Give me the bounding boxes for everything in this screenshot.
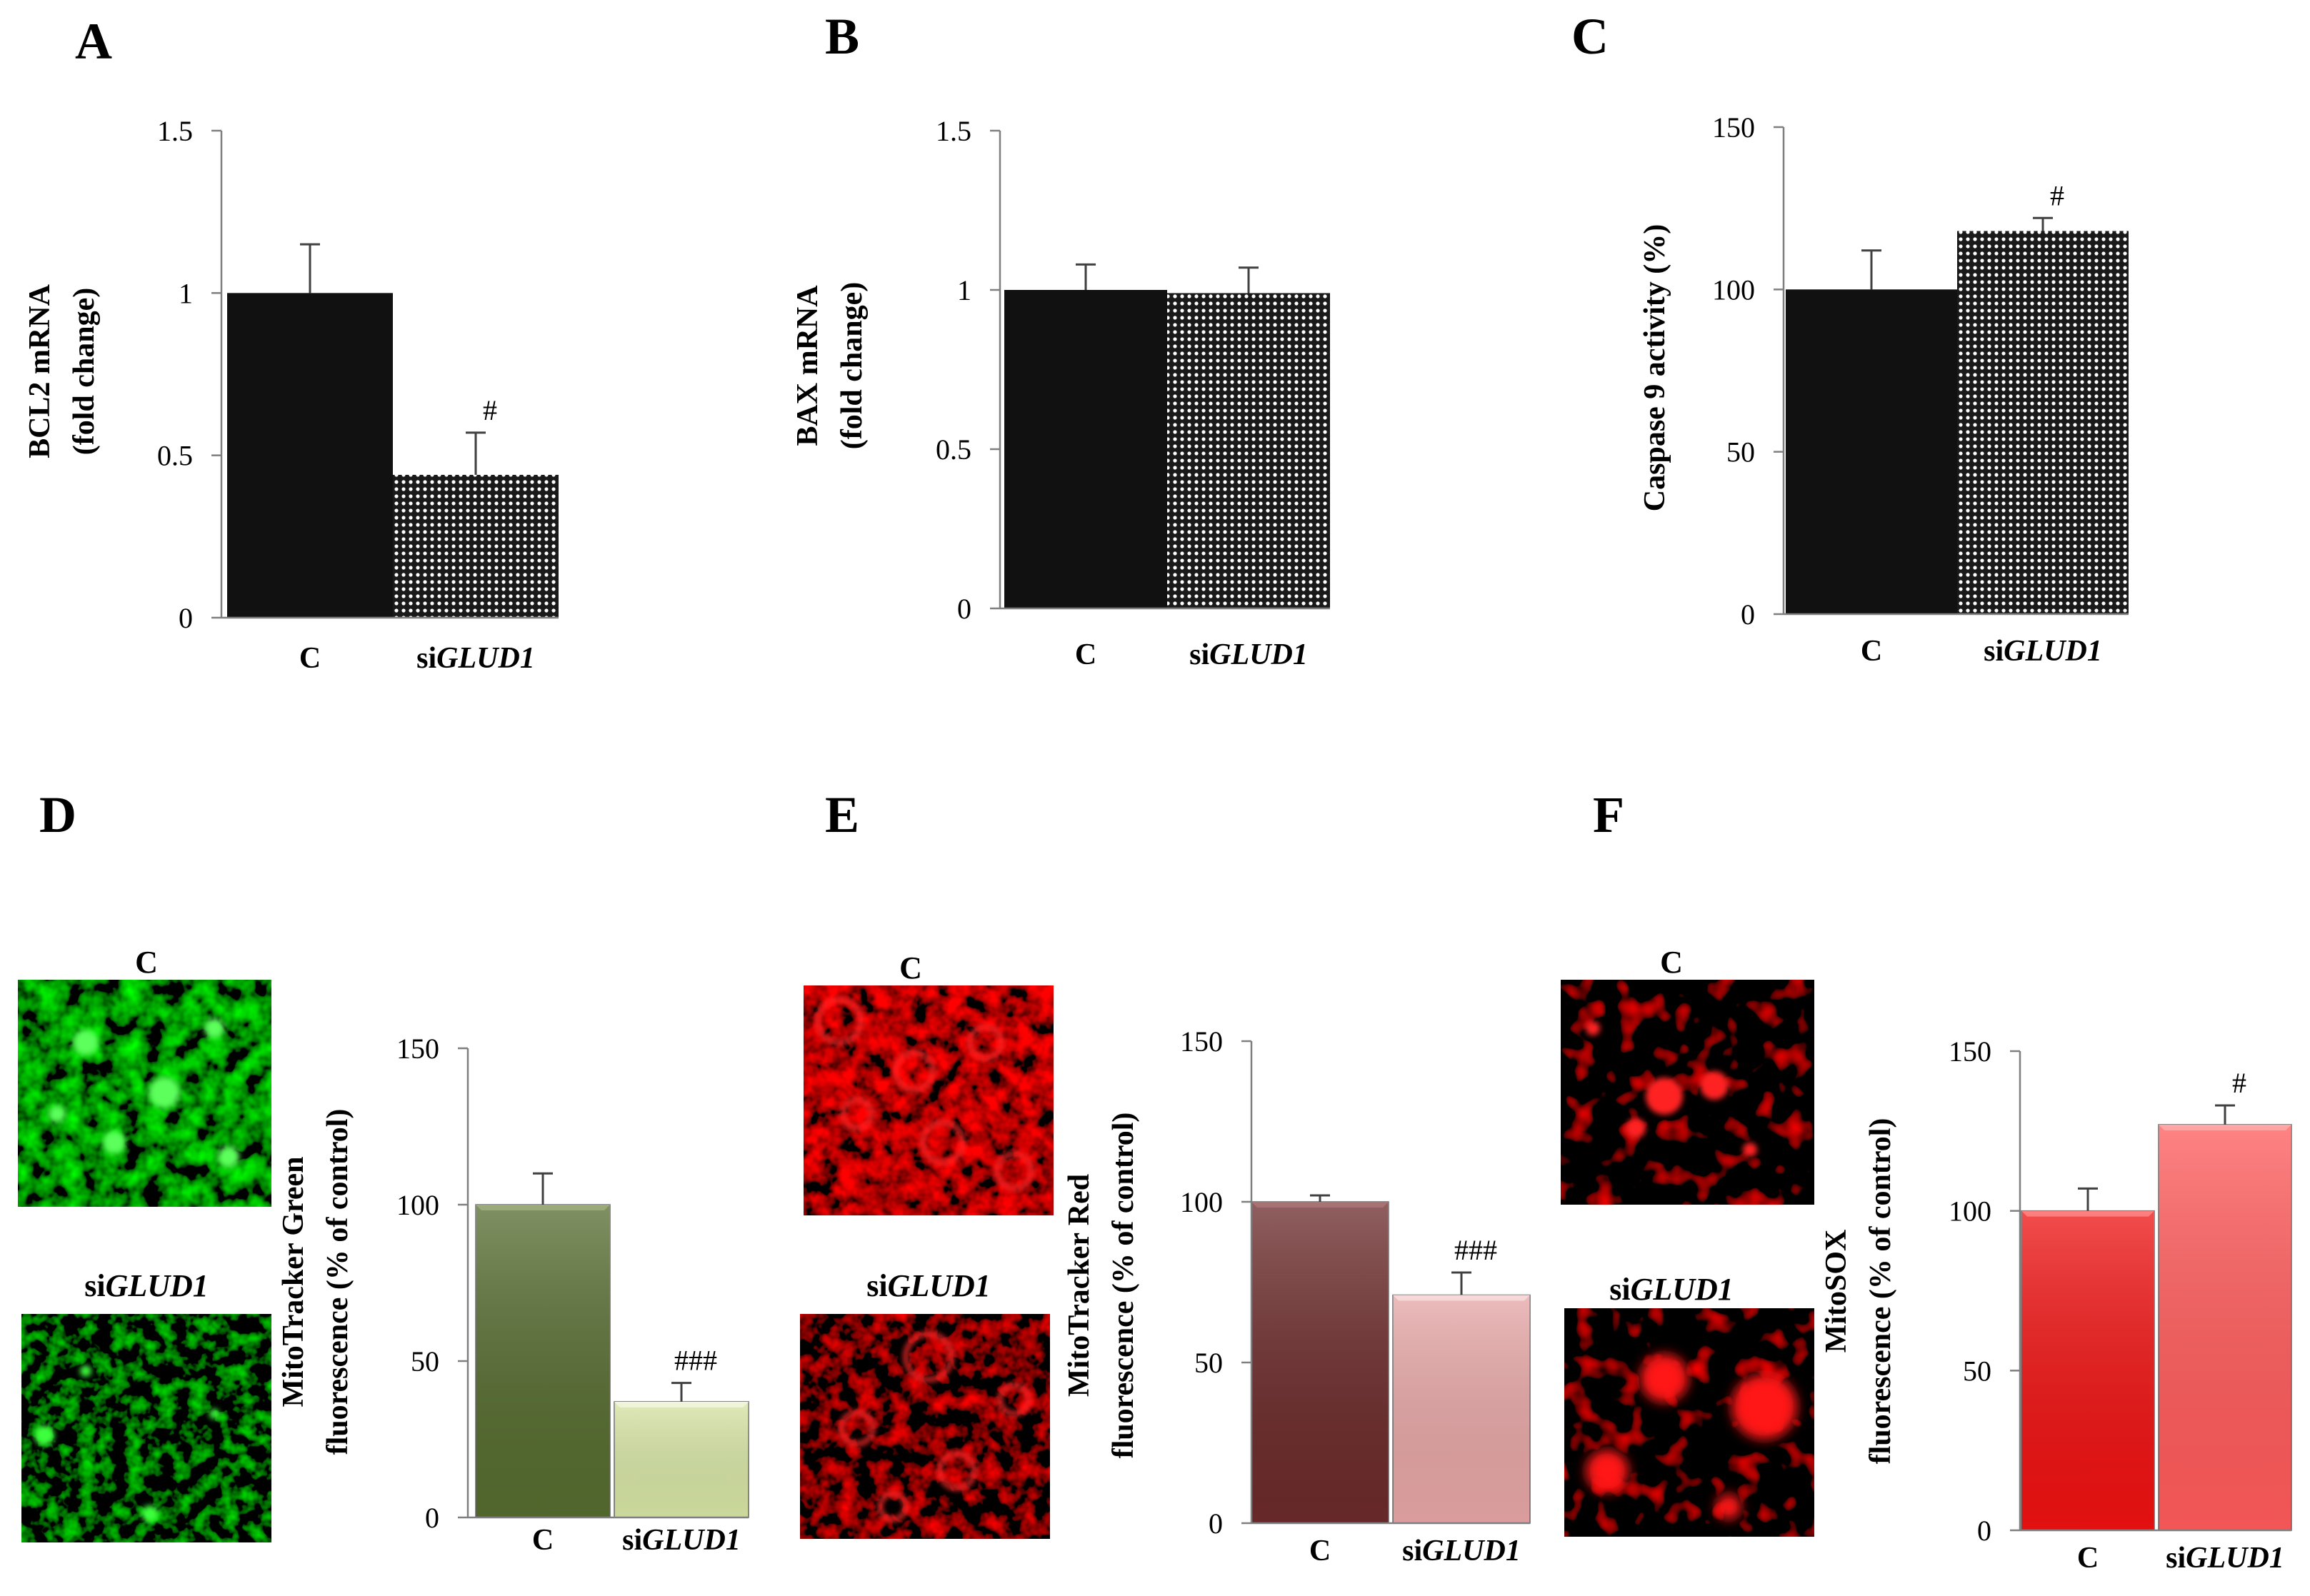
y-axis-label-d: MitoTracker Green fluorescence (% of cont… (277, 1109, 354, 1455)
y-tick-label-d-1: 50 (411, 1345, 439, 1377)
image-label-f-si: siGLUD1 (1609, 1272, 1734, 1307)
y-tick-label-d-3: 150 (396, 1033, 439, 1065)
panel-letter-d: D (39, 786, 76, 843)
bar-shade-e-1 (1251, 1202, 1389, 1523)
category-label-e-2: siGLUD1 (1402, 1535, 1521, 1567)
image-label-d-c: C (135, 945, 158, 980)
panel-letter-f: F (1593, 786, 1624, 843)
y-tick-label-b-1: 0.5 (936, 433, 971, 466)
y-tick-label-f-2: 100 (1949, 1195, 1991, 1228)
image-label-f-c: C (1660, 945, 1683, 980)
chart-d: C ### siGLUD1 0 50 100 150 MitoTracker Green flu… (277, 1033, 749, 1557)
bar-b-2 (1167, 293, 1330, 608)
significance-f-2: # (2232, 1067, 2246, 1099)
y-tick-label-b-2: 1 (957, 274, 971, 306)
y-axis-label-c: Caspase 9 activity (%) (1639, 224, 1671, 511)
y-tick-label-f-1: 50 (1963, 1355, 1991, 1387)
category-label-c-1: C (1861, 635, 1882, 668)
bar-b-1 (1004, 290, 1167, 608)
y-tick-label-e-1: 50 (1194, 1347, 1223, 1379)
y-axis-label-e: MitoTracker Red fluorescence (% of contro… (1063, 1113, 1140, 1459)
y-tick-label-c-1: 50 (1726, 436, 1755, 468)
chart-f: C # siGLUD1 0 50 100 150 MitoSOX fluorescence (%… (1820, 1035, 2292, 1575)
bar-shade-d-2 (614, 1401, 749, 1517)
y-axis-label-a: BCL2 mRNA (fold change) (24, 283, 101, 458)
micrograph-d-siglud1 (21, 1314, 271, 1542)
category-label-d-2: siGLUD1 (622, 1524, 741, 1557)
significance-e-2: ### (1454, 1234, 1497, 1266)
micrograph-e-control (804, 985, 1054, 1215)
bar-a-1 (227, 293, 393, 618)
category-label-b-2: siGLUD1 (1189, 638, 1308, 671)
y-tick-label-b-0: 0 (957, 593, 971, 625)
image-label-e-c: C (899, 950, 922, 985)
y-tick-label-f-0: 0 (1977, 1515, 1991, 1547)
y-tick-label-d-0: 0 (425, 1502, 439, 1534)
bar-c-2 (1957, 231, 2129, 614)
category-label-b-1: C (1075, 638, 1096, 671)
y-tick-label-e-3: 150 (1180, 1025, 1223, 1058)
image-label-e-si: siGLUD1 (866, 1268, 991, 1303)
y-tick-label-c-3: 150 (1712, 111, 1755, 144)
chart-a: C # siGLUD1 0 0.5 1 1.5 BCL2 mRNA (fold change) (24, 115, 559, 675)
chart-c: C # siGLUD1 0 50 100 150 Caspase 9 activity (%) (1639, 111, 2129, 668)
y-tick-label-f-3: 150 (1949, 1035, 1991, 1068)
micrograph-d-control (18, 980, 271, 1207)
y-tick-label-a-0: 0 (179, 602, 193, 634)
significance-a-2: # (483, 394, 497, 426)
category-label-d-1: C (532, 1524, 554, 1557)
y-tick-label-d-2: 100 (396, 1189, 439, 1221)
bar-a-2 (393, 474, 559, 618)
y-tick-label-e-2: 100 (1180, 1186, 1223, 1218)
y-tick-label-a-2: 1 (179, 277, 193, 309)
panel-letter-c: C (1571, 8, 1609, 65)
micrograph-f-siglud1 (1564, 1308, 1814, 1537)
bar-shade-f-2 (2159, 1124, 2291, 1530)
category-label-f-1: C (2077, 1542, 2099, 1575)
category-label-a-2: siGLUD1 (416, 642, 535, 675)
bar-shade-f-1 (2021, 1210, 2154, 1530)
bar-c-1 (1786, 289, 1957, 614)
micrograph-e-siglud1 (800, 1314, 1050, 1539)
category-label-c-2: siGLUD1 (1984, 635, 2102, 668)
micrograph-f-control (1561, 980, 1814, 1205)
y-axis-label-b: BAX mRNA (fold change) (791, 282, 869, 450)
image-label-d-si: siGLUD1 (84, 1268, 209, 1303)
bar-shade-d-1 (476, 1205, 610, 1517)
y-axis-label-f: MitoSOX fluorescence (% of control) (1820, 1118, 1897, 1465)
y-tick-label-b-3: 1.5 (936, 115, 971, 147)
significance-c-2: # (2050, 179, 2064, 211)
y-tick-label-e-0: 0 (1209, 1507, 1223, 1540)
category-label-e-1: C (1309, 1535, 1331, 1567)
y-tick-label-c-2: 100 (1712, 273, 1755, 306)
bar-shade-e-2 (1393, 1295, 1530, 1523)
panel-letter-b: B (825, 8, 859, 65)
panel-letter-e: E (825, 786, 859, 843)
category-label-f-2: siGLUD1 (2166, 1542, 2284, 1575)
significance-d-2: ### (674, 1345, 717, 1377)
category-label-a-1: C (299, 642, 321, 675)
y-tick-label-c-0: 0 (1741, 598, 1755, 631)
y-tick-label-a-1: 0.5 (157, 440, 193, 472)
y-tick-label-a-3: 1.5 (157, 115, 193, 147)
panel-letter-a: A (75, 13, 112, 70)
chart-e: C ### siGLUD1 0 50 100 150 MitoTracker Red fluor… (1063, 1025, 1531, 1567)
